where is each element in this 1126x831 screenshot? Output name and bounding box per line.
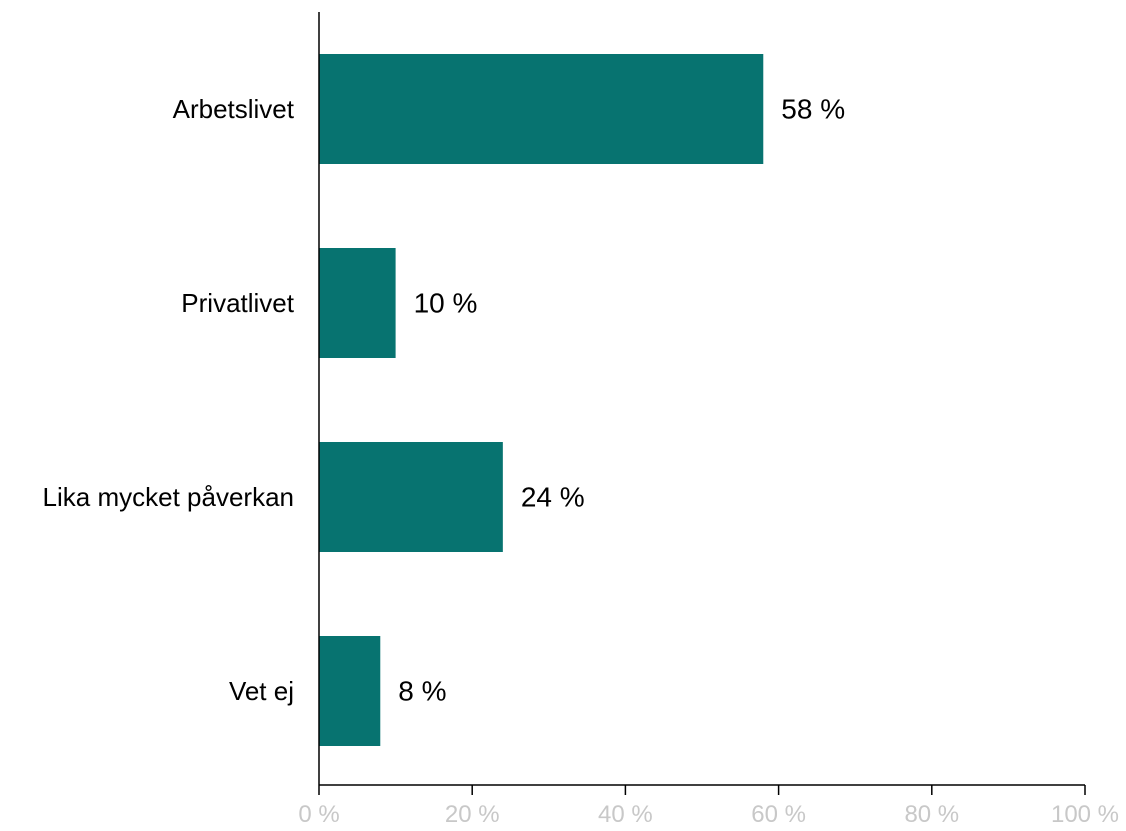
x-axis-ticks	[318, 785, 1086, 795]
category-label-2: Lika mycket påverkan	[43, 482, 294, 512]
category-label-1: Privatlivet	[181, 288, 294, 318]
bars-group	[319, 54, 764, 746]
x-tick-label-3: 60 %	[751, 801, 806, 828]
category-label-3: Vet ej	[229, 676, 294, 706]
x-axis-tick-labels: 0 % 20 % 40 % 60 % 80 % 100 %	[298, 801, 1119, 828]
x-tick-label-4: 80 %	[904, 801, 959, 828]
category-label-0: Arbetslivet	[173, 94, 295, 124]
value-label-3: 8 %	[398, 676, 446, 707]
x-tick-label-1: 20 %	[445, 801, 500, 828]
x-tick-label-5: 100 %	[1051, 801, 1119, 828]
value-label-2: 24 %	[521, 482, 585, 513]
bar-2	[319, 442, 503, 552]
x-tick-label-0: 0 %	[298, 801, 339, 828]
bar-0	[319, 54, 764, 164]
value-label-0: 58 %	[781, 94, 845, 125]
category-labels: Arbetslivet Privatlivet Lika mycket påverk…	[43, 94, 295, 706]
value-label-1: 10 %	[414, 288, 478, 319]
bar-3	[319, 636, 381, 746]
value-labels: 58 % 10 % 24 % 8 %	[398, 94, 845, 707]
bar-1	[319, 248, 396, 358]
x-tick-label-2: 40 %	[598, 801, 653, 828]
